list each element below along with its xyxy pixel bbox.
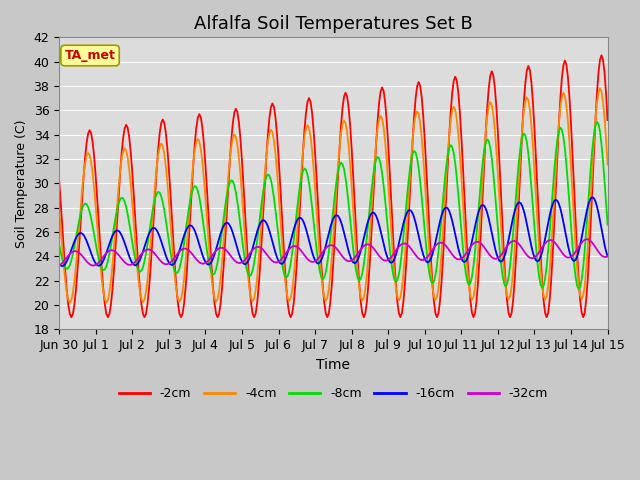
Title: Alfalfa Soil Temperatures Set B: Alfalfa Soil Temperatures Set B xyxy=(194,15,473,33)
Legend: -2cm, -4cm, -8cm, -16cm, -32cm: -2cm, -4cm, -8cm, -16cm, -32cm xyxy=(113,382,553,405)
Y-axis label: Soil Temperature (C): Soil Temperature (C) xyxy=(15,119,28,248)
Text: TA_met: TA_met xyxy=(65,49,115,62)
X-axis label: Time: Time xyxy=(316,358,350,372)
